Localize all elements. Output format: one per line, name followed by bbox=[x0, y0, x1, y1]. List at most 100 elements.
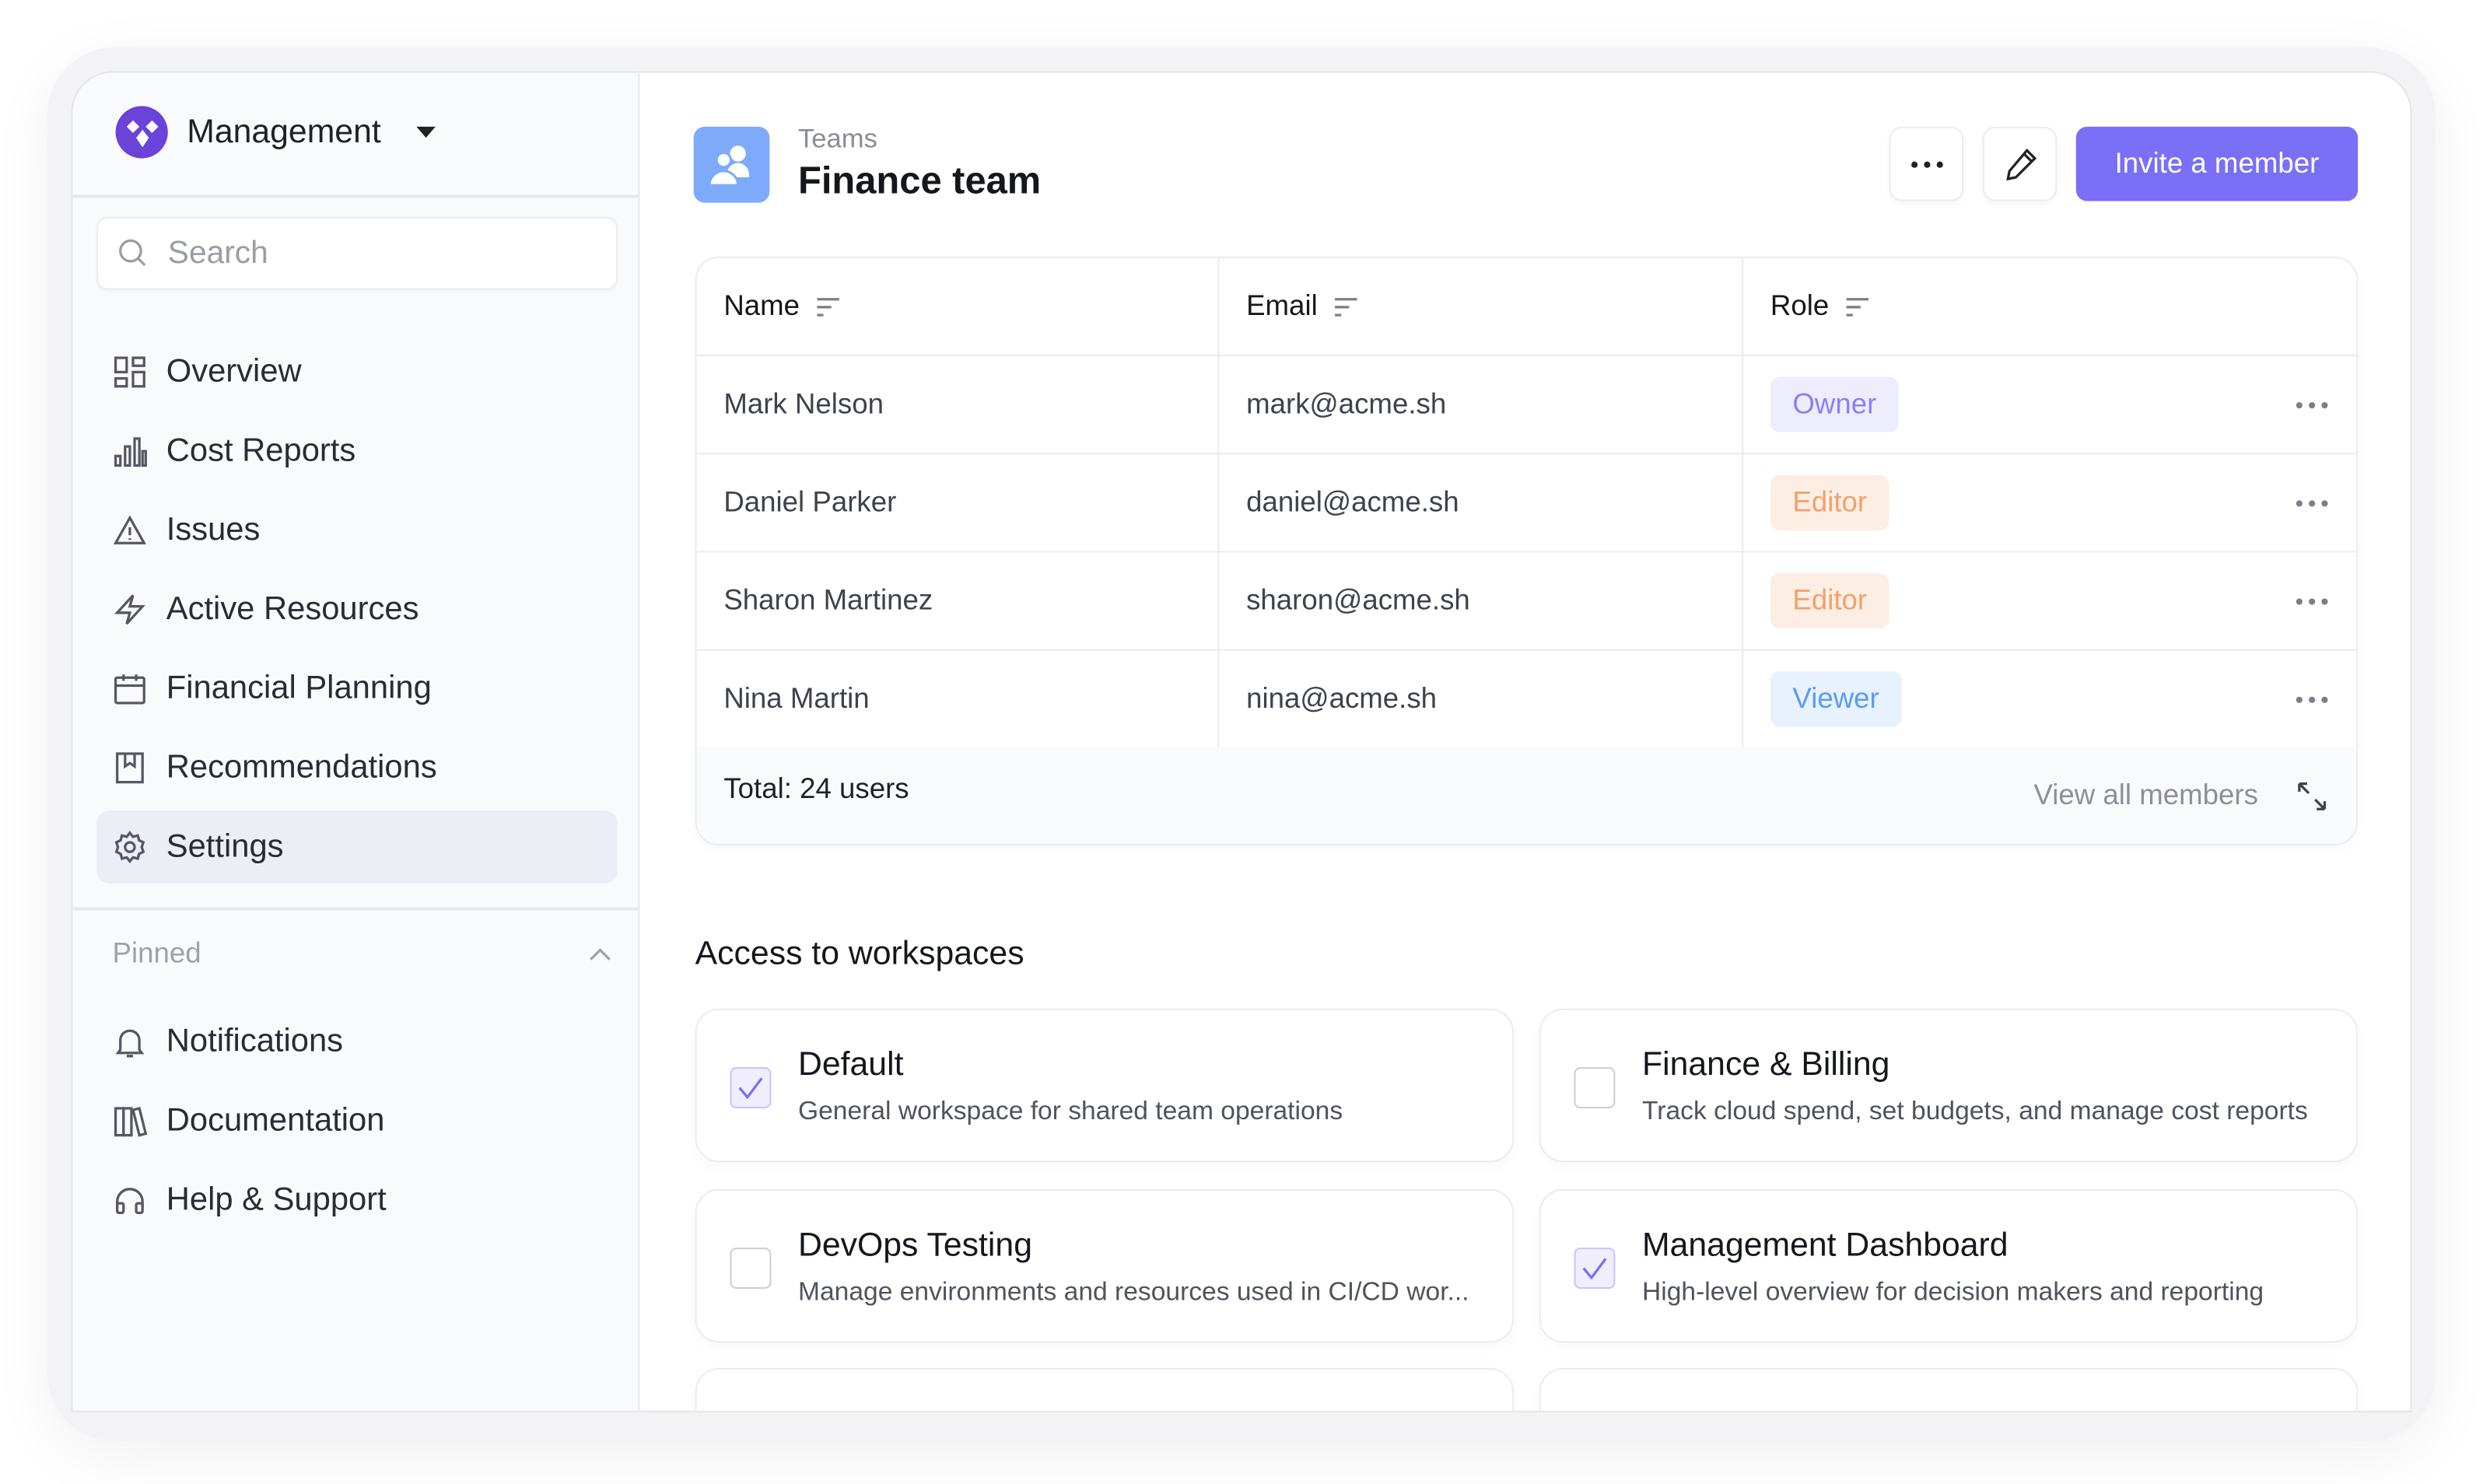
row-more-icon[interactable] bbox=[2296, 499, 2328, 506]
workspace-checkbox[interactable] bbox=[730, 1248, 772, 1290]
table-row[interactable]: Sharon Martinez sharon@acme.sh Editor bbox=[696, 552, 2357, 651]
workspace-name: Default bbox=[797, 1046, 904, 1083]
workspace-name: DevOps Testing bbox=[797, 1227, 1032, 1264]
sidebar: Management Search Overview Cost Reports … bbox=[72, 72, 640, 1411]
calendar-icon bbox=[114, 674, 145, 705]
page-title: Finance team bbox=[797, 159, 1042, 203]
sort-icon bbox=[1846, 297, 1869, 316]
member-name: Sharon Martinez bbox=[697, 552, 1220, 649]
invite-member-button[interactable]: Invite a member bbox=[2075, 126, 2359, 201]
table-row[interactable]: Mark Nelson mark@acme.sh Owner bbox=[696, 356, 2357, 455]
table-row[interactable]: Nina Martin nina@acme.sh Viewer bbox=[696, 650, 2357, 749]
sidebar-item-label: Help & Support bbox=[166, 1181, 387, 1218]
sidebar-item-documentation[interactable]: Documentation bbox=[96, 1084, 618, 1157]
workspace-card bbox=[695, 1367, 1515, 1411]
caret-down-icon bbox=[415, 126, 435, 138]
column-label: Role bbox=[1770, 289, 1830, 322]
workspace-description: Track cloud spend, set budgets, and mana… bbox=[1642, 1097, 2308, 1126]
table-header: Name Email Role bbox=[696, 257, 2357, 357]
chevron-up-icon[interactable] bbox=[589, 947, 611, 961]
workspace-card[interactable]: Finance & Billing Track cloud spend, set… bbox=[1539, 1008, 2359, 1163]
view-all-members-link[interactable]: View all members bbox=[2033, 779, 2258, 811]
workspace-description: High-level overview for decision makers … bbox=[1642, 1277, 2264, 1307]
role-badge[interactable]: Editor bbox=[1770, 572, 1889, 629]
sort-icon bbox=[1335, 297, 1357, 316]
sidebar-item-overview[interactable]: Overview bbox=[96, 336, 618, 409]
member-role: Editor bbox=[1743, 552, 2356, 649]
member-role: Viewer bbox=[1743, 651, 2356, 747]
member-email: daniel@acme.sh bbox=[1219, 454, 1744, 551]
member-role: Editor bbox=[1743, 454, 2356, 551]
member-name: Daniel Parker bbox=[697, 454, 1220, 551]
row-more-icon[interactable] bbox=[2296, 695, 2328, 702]
workspace-card[interactable]: DevOps Testing Manage environments and r… bbox=[695, 1188, 1515, 1343]
total-users: Total: 24 users bbox=[723, 772, 909, 805]
sidebar-item-active-resources[interactable]: Active Resources bbox=[96, 573, 618, 646]
name-text: Mark Nelson bbox=[723, 387, 884, 420]
pinned-header: Pinned bbox=[112, 937, 201, 969]
member-email: nina@acme.sh bbox=[1219, 650, 1744, 747]
role-badge[interactable]: Viewer bbox=[1770, 671, 1902, 727]
workspace-description: Manage environments and resources used i… bbox=[797, 1277, 1469, 1307]
name-text: Daniel Parker bbox=[723, 485, 897, 518]
email-text: daniel@acme.sh bbox=[1246, 485, 1459, 518]
more-horizontal-icon bbox=[1910, 160, 1942, 167]
row-more-icon[interactable] bbox=[2296, 401, 2328, 408]
workspace-checkbox[interactable] bbox=[1574, 1248, 1616, 1290]
team-icon bbox=[693, 126, 770, 203]
column-header-name[interactable]: Name bbox=[697, 257, 1220, 355]
grid-icon bbox=[114, 356, 145, 388]
pencil-icon bbox=[2005, 147, 2036, 180]
table-row[interactable]: Daniel Parker daniel@acme.sh Editor bbox=[696, 454, 2357, 553]
column-label: Email bbox=[1246, 289, 1318, 322]
sidebar-item-label: Notifications bbox=[166, 1023, 344, 1059]
app-window: Management Search Overview Cost Reports … bbox=[71, 71, 2412, 1412]
name-text: Nina Martin bbox=[723, 682, 870, 715]
workspace-checkbox[interactable] bbox=[1574, 1067, 1616, 1108]
member-role: Owner bbox=[1743, 356, 2356, 453]
column-label: Name bbox=[723, 289, 800, 322]
role-badge[interactable]: Owner bbox=[1770, 376, 1899, 432]
bell-icon bbox=[115, 1029, 145, 1058]
divider bbox=[72, 194, 640, 198]
sort-icon bbox=[817, 297, 839, 316]
sidebar-item-help-support[interactable]: Help & Support bbox=[96, 1164, 618, 1237]
workspace-name: Finance & Billing bbox=[1642, 1046, 1890, 1083]
workspace-checkbox[interactable] bbox=[730, 1067, 772, 1108]
sidebar-item-label: Financial Planning bbox=[166, 670, 432, 706]
books-icon bbox=[114, 1107, 148, 1137]
sidebar-item-cost-reports[interactable]: Cost Reports bbox=[96, 415, 618, 488]
search-input[interactable]: Search bbox=[96, 216, 618, 290]
sidebar-item-issues[interactable]: Issues bbox=[96, 494, 618, 567]
headphones-icon bbox=[116, 1188, 144, 1214]
sidebar-item-label: Cost Reports bbox=[166, 432, 356, 469]
workspace-switcher[interactable]: Management bbox=[115, 106, 435, 159]
expand-icon[interactable] bbox=[2296, 781, 2328, 813]
workspace-card[interactable]: Default General workspace for shared tea… bbox=[695, 1008, 1515, 1163]
search-placeholder: Search bbox=[167, 235, 268, 271]
edit-button[interactable] bbox=[1982, 126, 2057, 201]
sidebar-item-label: Overview bbox=[166, 352, 302, 390]
email-text: mark@acme.sh bbox=[1246, 387, 1447, 420]
workspace-description: General workspace for shared team operat… bbox=[797, 1097, 1343, 1126]
sidebar-item-notifications[interactable]: Notifications bbox=[96, 1006, 618, 1079]
sidebar-item-recommendations[interactable]: Recommendations bbox=[96, 731, 618, 804]
sidebar-item-settings[interactable]: Settings bbox=[96, 810, 618, 884]
sidebar-item-financial-planning[interactable]: Financial Planning bbox=[96, 653, 618, 726]
workspace-card bbox=[1539, 1367, 2359, 1411]
column-header-role[interactable]: Role bbox=[1743, 258, 2356, 355]
logo-icon bbox=[115, 106, 168, 159]
more-options-button[interactable] bbox=[1889, 126, 1964, 201]
workspace-card[interactable]: Management Dashboard High-level overview… bbox=[1539, 1188, 2359, 1343]
search-icon bbox=[119, 239, 146, 267]
column-header-email[interactable]: Email bbox=[1219, 257, 1744, 355]
section-title: Access to workspaces bbox=[695, 936, 1024, 972]
row-more-icon[interactable] bbox=[2296, 597, 2328, 604]
breadcrumb[interactable]: Teams bbox=[797, 123, 877, 154]
table-footer: Total: 24 users View all members bbox=[696, 747, 2357, 845]
main-content: Teams Finance team Invite a member Name … bbox=[639, 73, 2410, 1411]
role-badge[interactable]: Editor bbox=[1770, 474, 1889, 530]
member-name: Nina Martin bbox=[697, 650, 1220, 747]
member-email: mark@acme.sh bbox=[1219, 356, 1744, 453]
member-email: sharon@acme.sh bbox=[1219, 552, 1744, 649]
